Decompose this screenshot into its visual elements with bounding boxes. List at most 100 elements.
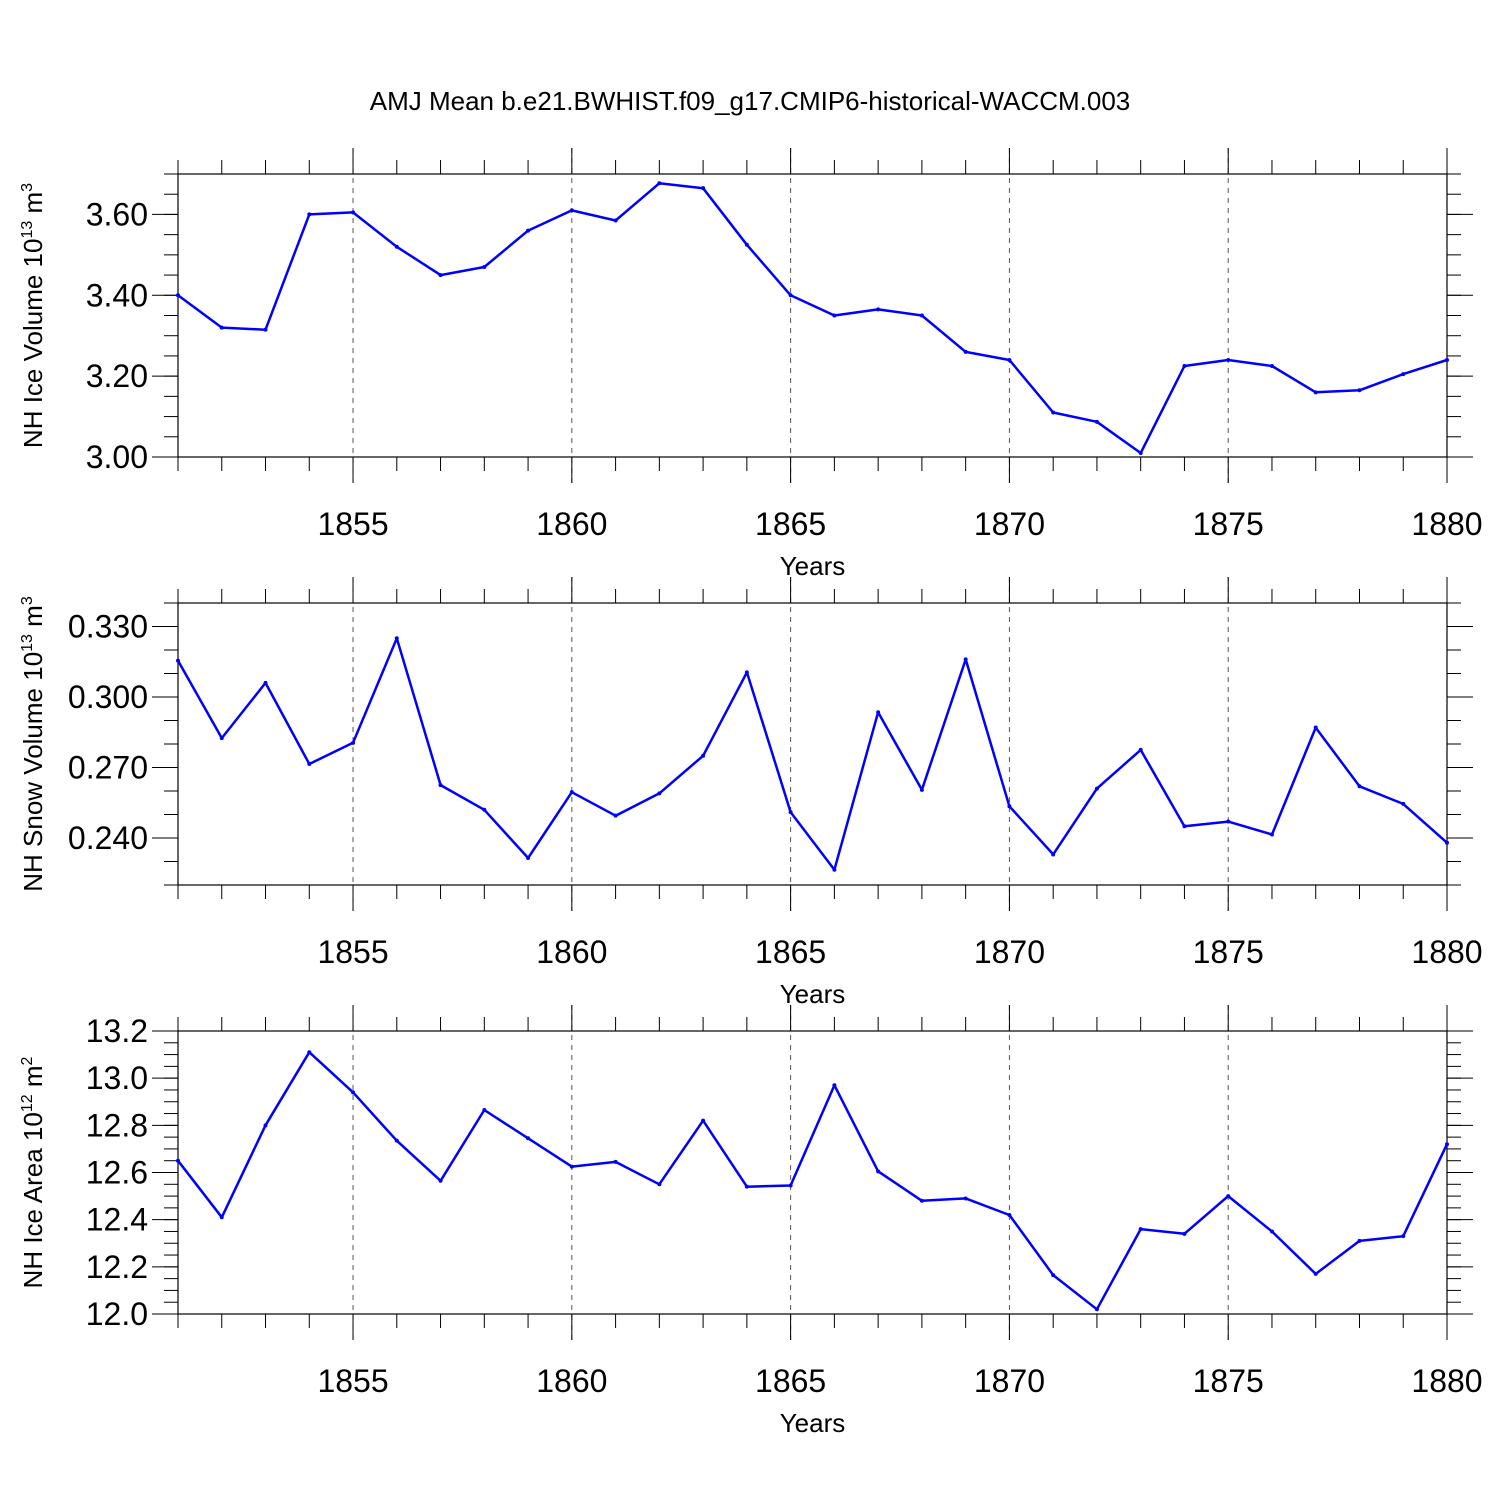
ice-volume-plot-frame [178,174,1447,457]
ice-area-data-point [920,1199,924,1203]
ice-area-y-tick-label: 12.0 [86,1296,148,1332]
ice-area-data-point [614,1160,618,1164]
ice-area-x-tick-label: 1870 [974,1363,1045,1399]
snow-volume-y-tick-label: 0.330 [68,609,148,645]
ice-area-data-point [482,1108,486,1112]
ice-area-panel: 1855 1860 1865 1870 1875 1880 12.0 12.2 12.4 12.6… [18,1005,1483,1438]
ice-area-data-point [526,1136,530,1140]
svg-text:NH Snow Volume 1013 m3: NH Snow Volume 1013 m3 [18,596,48,892]
snow-volume-data-point [832,868,836,872]
ice-area-data-point [1139,1227,1143,1231]
snow-volume-data-point [307,762,311,766]
ice-area-data-point [964,1196,968,1200]
snow-volume-x-tick-label: 1865 [755,934,826,970]
snow-volume-data-point [1007,804,1011,808]
ice-volume-data-point [1139,451,1143,455]
ice-area-data-point [701,1119,705,1123]
ice-volume-x-tick-label: 1880 [1411,506,1482,542]
ice-area-y-tick-label: 13.2 [86,1013,148,1049]
ice-area-data-point [1357,1239,1361,1243]
ice-area-data-point [439,1179,443,1183]
ice-volume-ylabel-unit-exp: 3 [19,183,36,192]
snow-volume-data-point [1270,832,1274,836]
ice-volume-data-point [657,181,661,185]
ice-area-y-tick-label: 12.4 [86,1202,148,1238]
snow-volume-data-point [570,790,574,794]
snow-volume-y-tick-label: 0.240 [68,820,148,856]
snow-volume-data-point [220,736,224,740]
ice-volume-ylabel-exp: 13 [19,221,36,239]
snow-volume-data-point [1095,787,1099,791]
snow-volume-data-point [745,670,749,674]
ice-volume-data-point [1270,364,1274,368]
ice-area-data-point [1182,1232,1186,1236]
ice-volume-y-tick-label: 3.00 [86,439,148,475]
ice-area-x-tick-label: 1880 [1411,1363,1482,1399]
snow-volume-data-point [1357,784,1361,788]
ice-area-x-tick-label: 1860 [536,1363,607,1399]
snow-volume-x-tick-label: 1855 [317,934,388,970]
snow-volume-x-tick-label: 1870 [974,934,1045,970]
snow-volume-series-line [178,638,1447,869]
ice-area-y-tick-label: 12.6 [86,1155,148,1191]
ice-area-data-point [789,1183,793,1187]
snow-volume-data-point [395,636,399,640]
snow-volume-y-tick-label: 0.270 [68,750,148,786]
snow-volume-x-tick-label: 1875 [1193,934,1264,970]
ice-volume-data-point [307,212,311,216]
ice-volume-series-line [178,183,1447,453]
ice-area-series-line [178,1052,1447,1309]
ice-volume-x-tick-label: 1875 [1193,506,1264,542]
snow-volume-data-point [964,657,968,661]
svg-text:NH Ice Volume 1013 m3: NH Ice Volume 1013 m3 [18,183,48,448]
ice-volume-data-point [1357,388,1361,392]
ice-volume-data-point [570,208,574,212]
ice-volume-data-point [745,243,749,247]
ice-volume-ylabel-unit: m [18,192,48,221]
ice-volume-x-tick-label: 1855 [317,506,388,542]
ice-area-ylabel-base: NH Ice Area 10 [18,1112,48,1288]
snow-volume-data-point [482,808,486,812]
ice-area-data-point [264,1123,268,1127]
figure: AMJ Mean b.e21.BWHIST.f09_g17.CMIP6-hist… [0,0,1500,1500]
ice-volume-data-point [920,314,924,318]
snow-volume-ylabel: NH Snow Volume 1013 m3 [18,596,48,892]
ice-volume-data-point [701,186,705,190]
ice-area-data-point [876,1169,880,1173]
ice-volume-y-tick-label: 3.20 [86,358,148,394]
ice-area-x-tick-label: 1875 [1193,1363,1264,1399]
ice-volume-data-point [1226,358,1230,362]
snow-volume-data-point [789,810,793,814]
ice-area-data-point [570,1165,574,1169]
ice-area-data-point [1226,1194,1230,1198]
ice-volume-ylabel-base: NH Ice Volume 10 [18,239,48,449]
ice-area-data-point [1095,1307,1099,1311]
snow-volume-data-point [657,791,661,795]
ice-volume-data-point [176,293,180,297]
ice-area-x-tick-label: 1865 [755,1363,826,1399]
ice-volume-data-point [439,273,443,277]
ice-volume-data-point [482,265,486,269]
figure-title: AMJ Mean b.e21.BWHIST.f09_g17.CMIP6-hist… [370,86,1131,116]
ice-area-data-point [745,1185,749,1189]
snow-volume-data-point [1139,748,1143,752]
ice-volume-panel: 1855 1860 1865 1870 1875 1880 3.00 3.20 3.40 3.60… [18,148,1483,581]
snow-volume-data-point [920,788,924,792]
ice-volume-data-point [1401,372,1405,376]
snow-volume-data-point [526,856,530,860]
ice-volume-data-point [1007,358,1011,362]
snow-volume-x-tick-label: 1880 [1411,934,1482,970]
snow-volume-data-point [264,681,268,685]
ice-volume-data-point [832,314,836,318]
snow-volume-data-point [1226,820,1230,824]
ice-volume-data-point [876,307,880,311]
ice-volume-data-point [264,328,268,332]
snow-volume-ylabel-unit: m [18,605,48,634]
ice-volume-xlabel: Years [780,551,846,581]
ice-volume-x-tick-label: 1865 [755,506,826,542]
ice-area-data-point [1051,1273,1055,1277]
ice-area-data-point [832,1083,836,1087]
snow-volume-data-point [1445,841,1449,845]
snow-volume-data-point [1051,852,1055,856]
ice-area-plot-frame [178,1031,1447,1314]
